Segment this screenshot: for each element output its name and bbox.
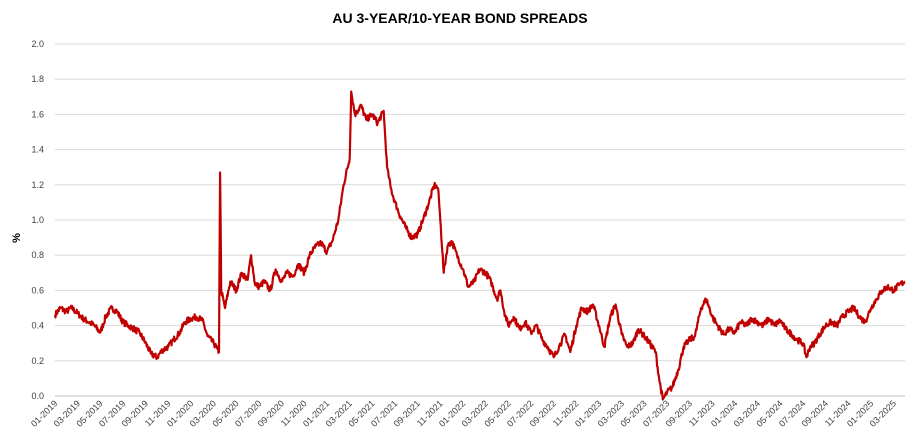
gridlines: [55, 43, 905, 362]
y-tick-label: 0.6: [31, 285, 44, 295]
y-tick-label: 1.2: [31, 180, 44, 190]
y-tick-label: 1.8: [31, 74, 44, 84]
y-tick-label: 2.0: [31, 39, 44, 49]
chart-title: AU 3-YEAR/10-YEAR BOND SPREADS: [332, 10, 587, 26]
series-group: [53, 90, 906, 401]
y-tick-label: 0.2: [31, 356, 44, 366]
y-axis-label: %: [11, 233, 23, 243]
spread-series-line: [53, 90, 906, 401]
x-axis-ticks: 01-201903-201905-201907-201909-201911-20…: [29, 398, 898, 428]
y-tick-label: 0.0: [31, 391, 44, 401]
y-tick-label: 1.0: [31, 215, 44, 225]
y-tick-label: 1.6: [31, 109, 44, 119]
y-tick-label: 0.4: [31, 321, 44, 331]
y-axis-ticks: 0.0 0.2 0.4 0.6 0.8 1.0 1.2 1.4 1.6 1.8 2.0: [31, 39, 44, 401]
y-tick-label: 0.8: [31, 250, 44, 260]
y-tick-label: 1.4: [31, 145, 44, 155]
